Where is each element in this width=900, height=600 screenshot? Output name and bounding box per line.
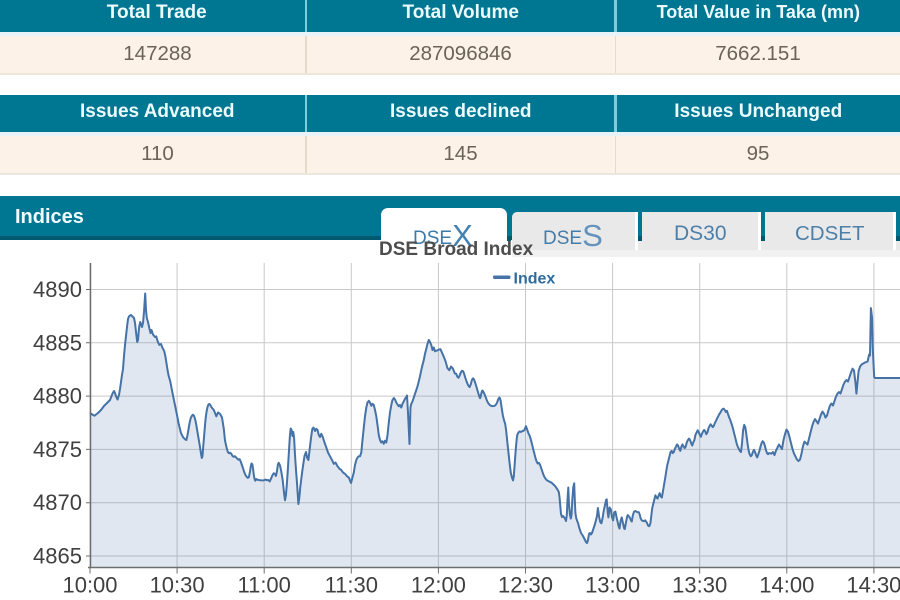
svg-text:10:30: 10:30 (150, 573, 205, 598)
svg-text:4885: 4885 (33, 330, 82, 355)
svg-text:14:00: 14:00 (759, 573, 814, 598)
svg-text:4870: 4870 (33, 490, 82, 515)
svg-text:Index: Index (514, 271, 556, 288)
svg-text:4875: 4875 (33, 437, 82, 462)
svg-text:11:30: 11:30 (325, 573, 378, 598)
svg-text:11:00: 11:00 (237, 573, 290, 598)
svg-text:13:30: 13:30 (672, 573, 727, 598)
svg-text:12:00: 12:00 (411, 573, 466, 598)
svg-text:4890: 4890 (33, 277, 82, 302)
svg-text:13:00: 13:00 (585, 573, 640, 598)
svg-text:4880: 4880 (33, 384, 82, 409)
svg-text:4865: 4865 (33, 544, 82, 569)
svg-text:14:30: 14:30 (846, 573, 900, 598)
svg-text:10:00: 10:00 (62, 573, 117, 598)
svg-text:12:30: 12:30 (498, 573, 553, 598)
